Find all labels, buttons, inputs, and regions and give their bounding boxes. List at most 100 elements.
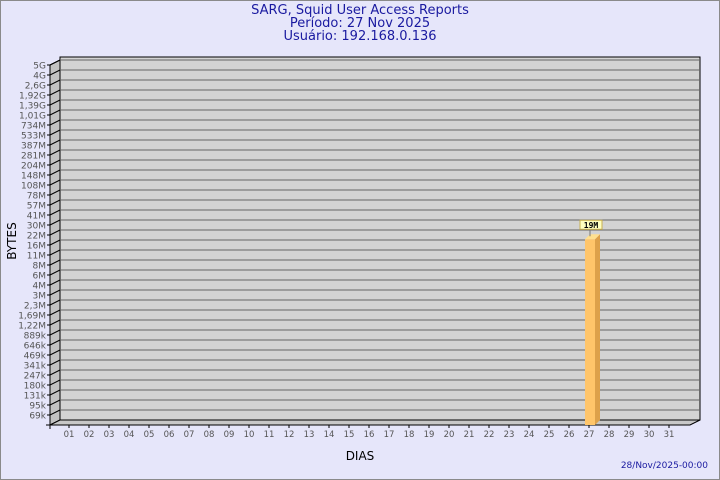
gridline-depth [49, 159, 61, 166]
bar-top [585, 234, 600, 240]
y-tick-label: 4G [33, 72, 46, 82]
gridline-depth [49, 409, 61, 416]
x-tick-label: 18 [404, 430, 415, 440]
gridline-depth [49, 139, 61, 146]
gridline-depth [49, 309, 61, 316]
gridline-depth [49, 179, 61, 186]
gridline-depth [49, 109, 61, 116]
gridline-depth [49, 149, 61, 156]
gridline-depth [49, 199, 61, 206]
x-tick-label: 28 [604, 430, 615, 440]
x-tick-label: 08 [204, 430, 215, 440]
x-tick-label: 09 [224, 430, 235, 440]
y-tick-label: 2,3M [24, 302, 46, 312]
gridline-depth [49, 209, 61, 216]
y-tick-label: 41M [27, 212, 46, 222]
x-tick-label: 25 [544, 430, 555, 440]
gridline-depth [49, 379, 61, 386]
x-axis-label: DIAS [346, 449, 375, 463]
chart-title: SARG, Squid User Access Reports [251, 3, 469, 18]
gridline-depth [49, 169, 61, 176]
y-tick-label: 1,22M [18, 322, 46, 332]
x-tick-label: 22 [484, 430, 495, 440]
x-tick-label: 11 [264, 430, 275, 440]
gridline-depth [49, 89, 61, 96]
y-tick-label: 30M [27, 222, 46, 232]
x-tick-label: 04 [124, 430, 135, 440]
bar [585, 239, 595, 425]
x-tick-label: 26 [564, 430, 575, 440]
gridline-depth [49, 189, 61, 196]
x-tick-label: 31 [664, 430, 675, 440]
x-tick-label: 21 [464, 430, 475, 440]
x-tick-label: 23 [504, 430, 515, 440]
y-tick-label: 533M [21, 132, 46, 142]
gridline-depth [49, 229, 61, 236]
x-tick-label: 20 [444, 430, 455, 440]
x-tick-label: 30 [644, 430, 655, 440]
y-tick-label: 387M [21, 142, 46, 152]
y-tick-label: 734M [21, 122, 46, 132]
x-tick-label: 13 [304, 430, 315, 440]
y-tick-label: 3M [33, 292, 47, 302]
y-tick-label: 646k [24, 342, 47, 352]
gridline-depth [49, 369, 61, 376]
y-tick-label: 108M [21, 182, 46, 192]
data-label: 19M [584, 221, 599, 230]
gridline-depth [49, 219, 61, 226]
x-tick-label: 12 [284, 430, 295, 440]
gridline-depth [49, 329, 61, 336]
y-tick-label: 469k [24, 352, 47, 362]
y-tick-label: 5G [33, 62, 46, 72]
x-tick-label: 02 [84, 430, 95, 440]
y-tick-label: 6M [33, 272, 47, 282]
y-tick-label: 1,39G [19, 102, 46, 112]
gridline-depth [49, 269, 61, 276]
x-tick-label: 14 [324, 430, 335, 440]
gridline-depth [49, 299, 61, 306]
gridline-depth [49, 119, 61, 126]
period-label: Período: 27 Nov 2025 [289, 16, 431, 31]
gridline-depth [49, 239, 61, 246]
floor [49, 419, 701, 426]
x-tick-label: 06 [164, 430, 175, 440]
bar-side [595, 234, 600, 425]
y-tick-label: 1,69M [18, 312, 46, 322]
y-tick-label: 341k [24, 362, 47, 372]
y-tick-label: 69k [29, 412, 46, 422]
gridline-depth [49, 259, 61, 266]
gridline-depth [49, 249, 61, 256]
x-tick-label: 24 [524, 430, 535, 440]
gridline-depth [49, 279, 61, 286]
generated-timestamp: 28/Nov/2025-00:00 [620, 461, 708, 471]
y-tick-label: 11M [27, 252, 46, 262]
x-tick-label: 10 [244, 430, 255, 440]
y-tick-label: 131k [24, 392, 47, 402]
x-tick-label: 17 [384, 430, 395, 440]
x-tick-label: 29 [624, 430, 635, 440]
y-tick-label: 22M [27, 232, 46, 242]
y-tick-label: 1,01G [19, 112, 46, 122]
gridline-depth [49, 289, 61, 296]
gridline-depth [49, 79, 61, 86]
y-tick-label: 281M [21, 152, 46, 162]
gridline-depth [49, 129, 61, 136]
x-tick-label: 19 [424, 430, 435, 440]
y-tick-label: 1,92G [19, 92, 46, 102]
y-tick-label: 95k [29, 402, 46, 412]
y-tick-label: 204M [21, 162, 46, 172]
x-tick-label: 16 [364, 430, 375, 440]
y-tick-label: 4M [33, 282, 47, 292]
gridline-depth [49, 349, 61, 356]
x-tick-label: 07 [184, 430, 195, 440]
x-tick-label: 03 [104, 430, 115, 440]
y-tick-label: 57M [27, 202, 46, 212]
back-wall [59, 56, 701, 421]
gridline-depth [49, 319, 61, 326]
y-tick-label: 180k [24, 382, 47, 392]
user-label: Usuário: 192.168.0.136 [283, 29, 437, 44]
y-axis-label: BYTES [5, 222, 19, 259]
gridline-depth [49, 399, 61, 406]
x-tick-label: 15 [344, 430, 355, 440]
